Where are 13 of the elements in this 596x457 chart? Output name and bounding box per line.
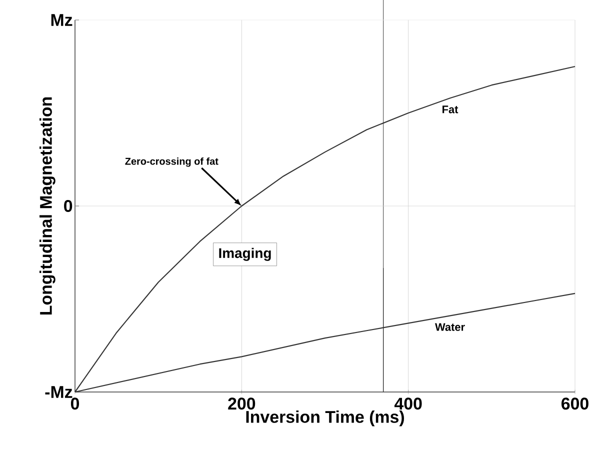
x-tick-label: 0 (70, 398, 80, 410)
ref-line-label: Mz (51, 14, 72, 26)
ref-line-label: 0 (64, 200, 72, 212)
x-tick-label: 600 (562, 398, 588, 410)
annotation: Zero-crossing of fat (125, 157, 218, 167)
series-label: Water (435, 323, 465, 331)
x-tick-label: 400 (394, 398, 422, 410)
y-axis-title: Longitudinal Magnetization (40, 97, 56, 314)
series-label: Fat (442, 106, 458, 114)
ref-line-label: -Mz (45, 386, 72, 398)
annotation: Imaging (219, 248, 271, 261)
x-axis-title: Inversion Time (ms) (246, 410, 404, 426)
x-tick-label: 200 (228, 398, 256, 410)
